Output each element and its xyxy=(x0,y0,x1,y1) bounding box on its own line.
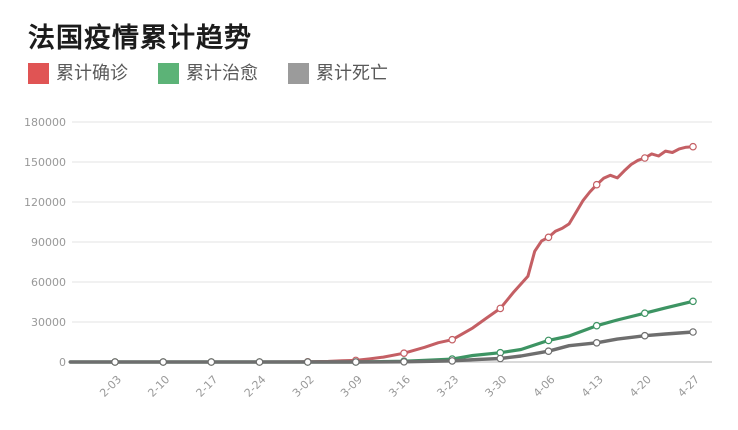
marker-deaths xyxy=(255,358,264,366)
x-axis-label: 4-27 xyxy=(675,373,702,400)
marker-cured xyxy=(544,336,553,345)
marker-confirmed xyxy=(496,304,505,313)
marker-deaths xyxy=(640,331,649,340)
marker-confirmed xyxy=(592,180,601,189)
x-axis-label: 3-23 xyxy=(434,373,461,400)
y-axis-label: 30000 xyxy=(31,316,66,329)
marker-deaths xyxy=(592,339,601,347)
marker-deaths xyxy=(207,358,216,366)
trend-chart: 0 30000 60000 90000 120000 150000 180000 2-03 2-… xyxy=(0,105,738,430)
legend-swatch-confirmed xyxy=(28,63,49,84)
marker-confirmed xyxy=(640,154,649,162)
marker-deaths xyxy=(111,358,119,366)
y-axis-label: 60000 xyxy=(31,276,66,289)
legend-item-deaths[interactable]: 累计死亡 xyxy=(288,63,388,84)
x-axis-label: 2-03 xyxy=(97,373,124,400)
y-axis-label: 180000 xyxy=(24,116,66,129)
x-axis-label: 4-13 xyxy=(579,373,606,400)
y-axis-label: 120000 xyxy=(24,196,66,209)
x-axis-label: 2-17 xyxy=(194,373,221,400)
series-line-confirmed xyxy=(68,145,695,364)
series-confirmed xyxy=(68,142,697,366)
legend-item-confirmed[interactable]: 累计确诊 xyxy=(28,63,128,84)
chart-legend: 累计确诊 累计治愈 累计死亡 xyxy=(28,63,388,84)
legend-swatch-deaths xyxy=(288,63,309,84)
x-axis-label: 2-10 xyxy=(145,373,172,400)
series-deaths xyxy=(68,328,697,366)
marker-deaths xyxy=(496,354,505,363)
chart-title: 法国疫情累计趋势 xyxy=(28,23,252,54)
legend-label-confirmed: 累计确诊 xyxy=(56,63,128,84)
legend-label-deaths: 累计死亡 xyxy=(316,63,388,84)
series-line-deaths xyxy=(68,330,695,364)
x-axis-label: 3-30 xyxy=(483,373,510,400)
marker-deaths xyxy=(159,358,168,366)
legend-item-cured[interactable]: 累计治愈 xyxy=(158,63,258,84)
x-axis-label: 3-02 xyxy=(290,373,317,400)
marker-deaths xyxy=(351,358,360,366)
legend-swatch-cured xyxy=(158,63,179,84)
x-axis-label: 4-20 xyxy=(627,373,654,400)
y-axis-label: 150000 xyxy=(24,156,66,169)
x-axis-label: 3-16 xyxy=(386,373,413,400)
series-line-cured xyxy=(68,299,695,364)
x-axis-label: 2-24 xyxy=(242,373,269,400)
marker-deaths xyxy=(689,328,697,336)
marker-confirmed xyxy=(400,349,408,358)
x-axis-label: 4-06 xyxy=(531,373,558,400)
marker-confirmed xyxy=(689,142,697,151)
y-axis-label: 90000 xyxy=(31,236,66,249)
y-grid: 0 30000 60000 90000 120000 150000 180000 xyxy=(24,116,712,369)
y-axis-label: 0 xyxy=(59,356,66,369)
marker-deaths xyxy=(400,357,408,366)
marker-confirmed xyxy=(544,233,553,242)
marker-confirmed xyxy=(448,335,457,344)
legend-label-cured: 累计治愈 xyxy=(186,63,258,84)
marker-deaths xyxy=(448,357,457,365)
series-cured xyxy=(68,297,697,366)
marker-cured xyxy=(689,297,697,306)
marker-cured xyxy=(640,309,649,318)
marker-deaths xyxy=(544,347,553,356)
marker-deaths xyxy=(303,358,312,366)
x-axis-label: 3-09 xyxy=(338,373,365,400)
x-axis-labels: 2-03 2-10 2-17 2-24 3-02 3-09 3-16 3-23 3-30 4-06… xyxy=(97,373,702,400)
marker-cured xyxy=(592,321,601,330)
